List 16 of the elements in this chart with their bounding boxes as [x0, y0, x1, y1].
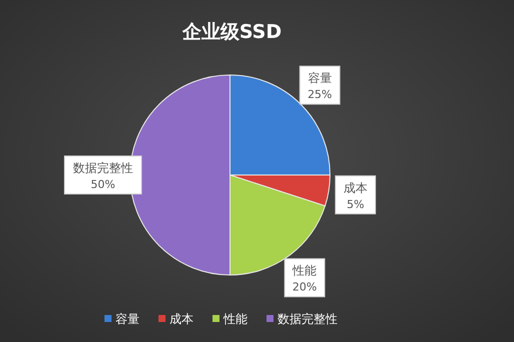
data-label: 25% [308, 88, 332, 102]
data-label: 50% [90, 178, 116, 191]
data-label: 20% [292, 280, 317, 294]
legend-item: 成本 [158, 312, 194, 326]
legend-label: 成本 [170, 312, 194, 326]
legend-item: 容量 [104, 312, 140, 326]
slice-label: 容量 [308, 71, 332, 86]
slice-label: 成本 [343, 180, 368, 195]
data-label: 5% [346, 198, 364, 211]
chart-title: 企业级SSD [181, 21, 282, 43]
slice-label: 数据完整性 [73, 161, 133, 175]
slice-label: 性能 [292, 264, 317, 278]
legend-label: 性能 [222, 312, 248, 326]
legend-item: 数据完整性 [266, 312, 338, 326]
legend-label: 容量 [116, 312, 140, 326]
legend-item: 性能 [212, 312, 248, 326]
